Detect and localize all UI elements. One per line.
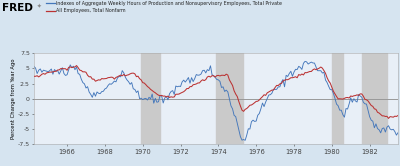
Text: FRED: FRED: [2, 3, 33, 13]
Bar: [216, 53, 243, 144]
Text: ✦: ✦: [37, 4, 42, 9]
Bar: [362, 53, 387, 144]
Bar: [141, 53, 160, 144]
Bar: [332, 53, 343, 144]
Y-axis label: Percent Change from Year Ago: Percent Change from Year Ago: [11, 59, 16, 139]
Legend: Indexes of Aggregate Weekly Hours of Production and Nonsupervisory Employees, To: Indexes of Aggregate Weekly Hours of Pro…: [46, 1, 282, 13]
